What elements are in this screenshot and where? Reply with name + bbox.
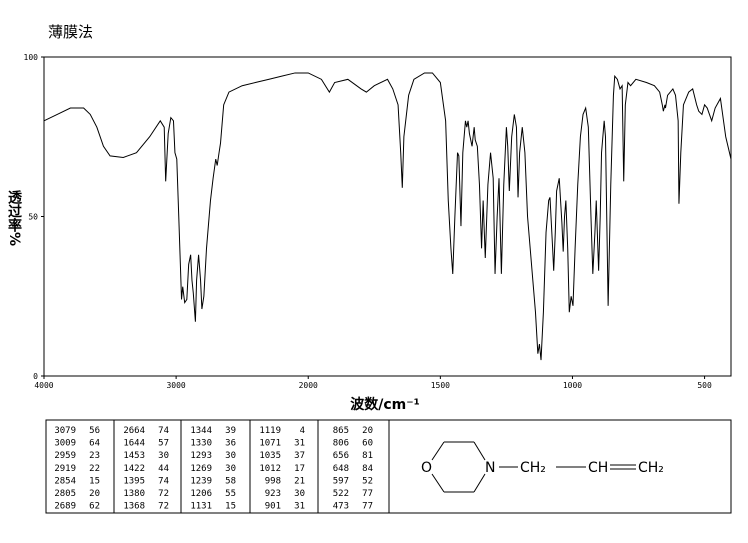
peak-transmittance: 62 <box>89 502 100 512</box>
bond <box>473 441 486 461</box>
peak-wavenumber: 806 <box>333 439 349 449</box>
x-axis-label: 波数/cm⁻¹ <box>350 396 420 413</box>
peak-wavenumber: 901 <box>265 502 281 512</box>
peak-wavenumber: 522 <box>333 489 349 499</box>
peak-wavenumber: 3009 <box>54 439 76 449</box>
peak-wavenumber: 923 <box>265 489 281 499</box>
peak-transmittance: 77 <box>362 502 373 512</box>
structure-bonds <box>431 441 636 493</box>
peak-wavenumber: 2805 <box>54 489 76 499</box>
peak-wavenumber: 1035 <box>259 451 281 461</box>
atom-label: CH₂ <box>520 460 546 476</box>
peak-wavenumber: 1131 <box>190 502 212 512</box>
x-tick-label: 500 <box>697 381 712 390</box>
peak-wavenumber: 597 <box>333 476 349 486</box>
x-tick-label: 3000 <box>166 381 185 390</box>
peak-transmittance: 36 <box>225 439 236 449</box>
peak-transmittance: 74 <box>158 426 169 436</box>
peak-transmittance: 15 <box>89 476 100 486</box>
peak-transmittance: 44 <box>158 464 169 474</box>
peak-wavenumber: 865 <box>333 426 349 436</box>
peak-transmittance: 56 <box>89 426 100 436</box>
peak-transmittance: 30 <box>158 451 169 461</box>
spectrum-line <box>43 72 732 361</box>
atom-label: N <box>485 460 495 476</box>
peak-transmittance: 37 <box>294 451 305 461</box>
peak-transmittance: 20 <box>89 489 100 499</box>
peak-transmittance: 15 <box>225 502 236 512</box>
peak-wavenumber: 1453 <box>123 451 145 461</box>
peak-transmittance: 55 <box>225 489 236 499</box>
y-tick-label: 100 <box>24 53 39 62</box>
atom-label: O <box>421 460 432 476</box>
peak-transmittance: 39 <box>225 426 236 436</box>
peak-transmittance: 30 <box>225 464 236 474</box>
peak-wavenumber: 3079 <box>54 426 76 436</box>
peak-wavenumber: 648 <box>333 464 349 474</box>
plot-frame <box>43 56 732 377</box>
peak-wavenumber: 656 <box>333 451 349 461</box>
peak-transmittance: 52 <box>362 476 373 486</box>
peak-wavenumber: 1368 <box>123 502 145 512</box>
bond <box>431 441 445 461</box>
peak-wavenumber: 1422 <box>123 464 145 474</box>
x-tick-label: 2000 <box>299 381 318 390</box>
peak-transmittance: 30 <box>294 489 305 499</box>
peak-wavenumber: 1344 <box>190 426 212 436</box>
peak-wavenumber: 1395 <box>123 476 145 486</box>
peak-transmittance: 22 <box>89 464 100 474</box>
peak-transmittance: 31 <box>294 502 305 512</box>
bond <box>431 473 445 493</box>
peak-wavenumber: 1239 <box>190 476 212 486</box>
peak-transmittance: 72 <box>158 502 169 512</box>
chart-title: 薄膜法 <box>48 23 93 41</box>
peak-transmittance: 81 <box>362 451 373 461</box>
peak-wavenumber: 998 <box>265 476 281 486</box>
atom-label: CH₂ <box>638 460 664 476</box>
peak-transmittance: 23 <box>89 451 100 461</box>
peak-wavenumber: 2854 <box>54 476 76 486</box>
peak-transmittance: 84 <box>362 464 373 474</box>
peak-transmittance: 4 <box>300 426 305 436</box>
x-tick-label: 1500 <box>431 381 450 390</box>
y-tick-label: 50 <box>28 213 38 222</box>
peak-wavenumber: 1293 <box>190 451 212 461</box>
peak-wavenumber: 1012 <box>259 464 281 474</box>
x-tick-label: 4000 <box>34 381 53 390</box>
y-tick-label: 0 <box>33 372 38 381</box>
table-dividers <box>113 420 390 513</box>
peak-transmittance: 72 <box>158 489 169 499</box>
peak-transmittance: 31 <box>294 439 305 449</box>
peak-wavenumber: 1071 <box>259 439 281 449</box>
peak-transmittance: 17 <box>294 464 305 474</box>
x-tick-label: 1000 <box>563 381 582 390</box>
peak-wavenumber: 2959 <box>54 451 76 461</box>
peak-wavenumber: 1330 <box>190 439 212 449</box>
peak-transmittance: 58 <box>225 476 236 486</box>
peak-wavenumber: 2919 <box>54 464 76 474</box>
peak-wavenumber: 473 <box>333 502 349 512</box>
peak-transmittance: 20 <box>362 426 373 436</box>
peak-wavenumber: 1119 <box>259 426 281 436</box>
peak-transmittance: 74 <box>158 476 169 486</box>
peak-transmittance: 77 <box>362 489 373 499</box>
peak-transmittance: 30 <box>225 451 236 461</box>
peak-wavenumber: 1269 <box>190 464 212 474</box>
peak-transmittance: 60 <box>362 439 373 449</box>
y-axis-label: 透过率% <box>6 190 22 246</box>
peak-transmittance: 64 <box>89 439 100 449</box>
peak-wavenumber: 1206 <box>190 489 212 499</box>
atom-label: CH <box>588 460 608 476</box>
peak-wavenumber: 2664 <box>123 426 145 436</box>
bond <box>473 473 486 493</box>
peak-transmittance: 57 <box>158 439 169 449</box>
peak-wavenumber: 1380 <box>123 489 145 499</box>
peak-wavenumber: 2689 <box>54 502 76 512</box>
peak-wavenumber: 1644 <box>123 439 145 449</box>
peak-transmittance: 21 <box>294 476 305 486</box>
